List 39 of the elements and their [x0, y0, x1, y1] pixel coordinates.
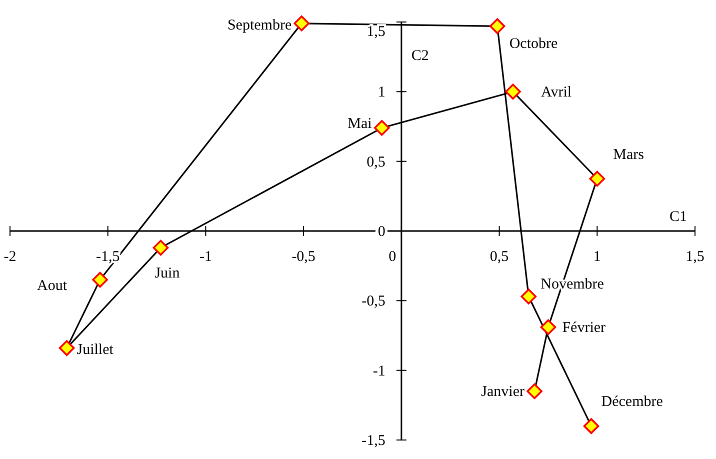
x-tick-label: 0: [388, 249, 396, 265]
x-tick-label: 0,5: [490, 249, 509, 265]
annotation: Juillet: [76, 342, 114, 358]
x-tick-label: 1,5: [686, 249, 704, 265]
x-tick-label: -2: [4, 249, 16, 265]
x-tick-label: 1: [593, 249, 601, 265]
y-tick-label: -1: [372, 363, 386, 380]
x-axis-title: C1: [669, 209, 687, 225]
point: [505, 84, 521, 100]
y-tick-label: -1,5: [362, 433, 386, 449]
point: [526, 383, 542, 400]
y-tick-label: 1: [378, 84, 386, 101]
x-tick-label: -1: [199, 249, 212, 265]
annotation: Juin: [154, 266, 180, 282]
y-tick-label: 0,5: [366, 154, 386, 170]
point: [589, 170, 606, 187]
point: [540, 319, 556, 336]
annotation: Décembre: [601, 394, 664, 410]
annotation: Janvier: [481, 384, 525, 400]
annotation: Avril: [540, 84, 572, 101]
point: [152, 240, 169, 256]
point: [294, 15, 310, 32]
point: [92, 272, 108, 288]
y-tick-label: 0: [378, 224, 386, 240]
point: [58, 340, 75, 356]
point: [583, 418, 600, 434]
point: [520, 288, 537, 304]
annotation: Mars: [613, 146, 644, 163]
x-tick-label: -0,5: [292, 249, 316, 265]
point: [489, 18, 506, 34]
annotation: Février: [562, 320, 606, 336]
y-axis-title: C2: [411, 48, 429, 64]
annotation: Mai: [348, 116, 372, 132]
point: [374, 120, 390, 136]
annotation: Octobre: [509, 36, 558, 52]
annotation: Aout: [37, 278, 68, 294]
annotation: Septembre: [227, 17, 292, 34]
y-tick-label: -0,5: [362, 294, 386, 310]
y-tick-label: 1,5: [366, 24, 386, 40]
